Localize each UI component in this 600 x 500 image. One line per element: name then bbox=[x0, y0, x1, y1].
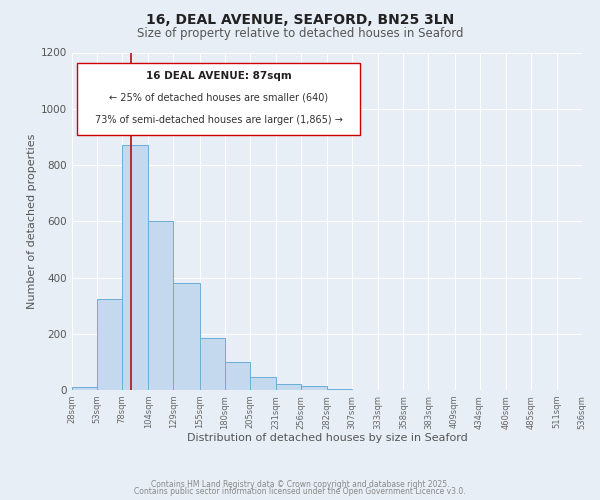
Bar bbox=[327, 388, 352, 390]
Bar bbox=[224, 362, 250, 390]
Bar bbox=[173, 283, 199, 390]
Bar bbox=[301, 386, 327, 390]
FancyBboxPatch shape bbox=[77, 62, 360, 135]
Bar bbox=[199, 338, 224, 390]
Text: ← 25% of detached houses are smaller (640): ← 25% of detached houses are smaller (64… bbox=[109, 93, 328, 103]
Text: Contains public sector information licensed under the Open Government Licence v3: Contains public sector information licen… bbox=[134, 487, 466, 496]
Text: 16 DEAL AVENUE: 87sqm: 16 DEAL AVENUE: 87sqm bbox=[146, 71, 292, 81]
Text: 73% of semi-detached houses are larger (1,865) →: 73% of semi-detached houses are larger (… bbox=[95, 115, 343, 125]
Bar bbox=[250, 377, 276, 390]
Bar bbox=[122, 146, 148, 390]
Text: 16, DEAL AVENUE, SEAFORD, BN25 3LN: 16, DEAL AVENUE, SEAFORD, BN25 3LN bbox=[146, 12, 454, 26]
Bar bbox=[97, 298, 122, 390]
Y-axis label: Number of detached properties: Number of detached properties bbox=[27, 134, 37, 309]
Text: Contains HM Land Registry data © Crown copyright and database right 2025.: Contains HM Land Registry data © Crown c… bbox=[151, 480, 449, 489]
Text: Size of property relative to detached houses in Seaford: Size of property relative to detached ho… bbox=[137, 28, 463, 40]
Bar bbox=[148, 221, 173, 390]
X-axis label: Distribution of detached houses by size in Seaford: Distribution of detached houses by size … bbox=[187, 433, 467, 443]
Bar bbox=[72, 387, 97, 390]
Bar bbox=[276, 384, 301, 390]
